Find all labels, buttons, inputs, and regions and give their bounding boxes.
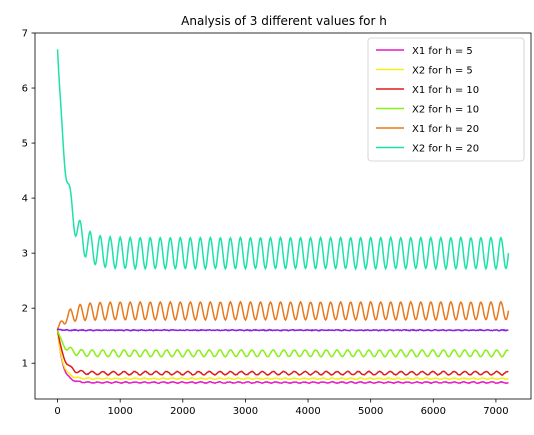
- y-tick-label: 1: [22, 359, 28, 370]
- series-line-1: [56, 328, 509, 385]
- x-axis-ticks: 0 1000 2000 3000 4000 5000 6000 7000: [54, 399, 509, 417]
- y-tick-label: 2: [22, 304, 28, 315]
- legend-label: X2 for h = 5: [412, 65, 473, 76]
- legend-label: X1 for h = 20: [412, 124, 479, 135]
- y-tick-label: 4: [22, 194, 28, 205]
- legend-label: X1 for h = 10: [412, 85, 479, 96]
- x-tick-label: 5000: [358, 406, 383, 417]
- series-line-3: [56, 328, 509, 376]
- x-tick-label: 6000: [421, 406, 446, 417]
- legend: X1 for h = 5 X2 for h = 5 X1 for h = 10 X2 …: [367, 37, 525, 162]
- legend-label: X1 for h = 5: [412, 46, 473, 57]
- plot-frame: [34, 32, 532, 400]
- series-line-7: [57, 328, 509, 332]
- legend-label: X2 for h = 20: [412, 143, 479, 154]
- x-tick-label: 1000: [107, 406, 132, 417]
- x-tick-label: 3000: [233, 406, 258, 417]
- x-tick-label: 2000: [170, 406, 195, 417]
- series-line-5: [56, 300, 510, 330]
- series-line-6: [56, 49, 510, 271]
- series-line-2: [56, 330, 509, 381]
- chart-title: Analysis of 3 different values for h: [181, 14, 387, 28]
- x-tick-label: 0: [54, 406, 60, 417]
- legend-label: X2 for h = 10: [412, 104, 479, 115]
- y-tick-label: 5: [22, 139, 28, 150]
- x-tick-label: 7000: [483, 406, 508, 417]
- legend-box: [367, 37, 525, 162]
- x-tick-label: 4000: [295, 406, 320, 417]
- series-line-4: [56, 330, 509, 358]
- y-axis-ticks: 1 2 3 4 5 6 7: [22, 29, 35, 370]
- y-tick-label: 3: [22, 249, 28, 260]
- series-layer: [56, 49, 510, 385]
- y-tick-label: 7: [22, 29, 28, 40]
- y-tick-label: 6: [22, 84, 28, 95]
